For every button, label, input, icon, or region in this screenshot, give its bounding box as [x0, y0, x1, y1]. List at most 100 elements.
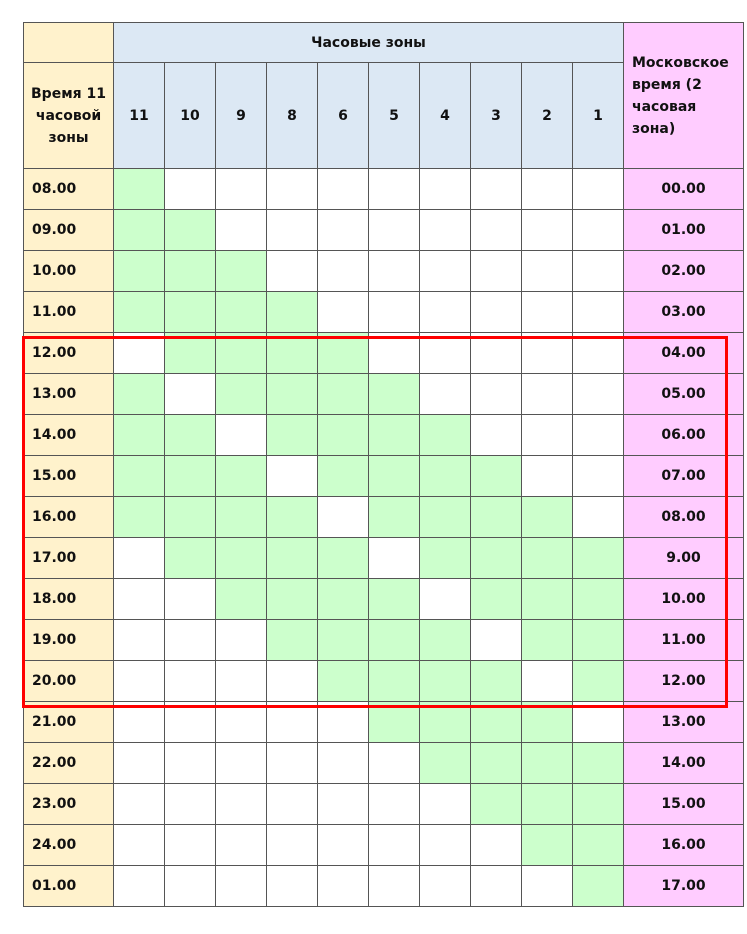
zone-cell-8 [266, 660, 318, 702]
zone-cell-6 [317, 578, 369, 620]
zone-cell-2 [521, 250, 573, 292]
moscow-time-cell: 14.00 [623, 742, 744, 784]
zone-cell-10 [164, 496, 216, 538]
zone-cell-3 [470, 250, 522, 292]
zone-cell-9 [215, 783, 267, 825]
zone-cell-3 [470, 865, 522, 907]
zones-group-header: Часовые зоны [113, 22, 624, 63]
zone-cell-6 [317, 742, 369, 784]
moscow-time-cell: 00.00 [623, 168, 744, 210]
moscow-time-cell: 02.00 [623, 250, 744, 292]
moscow-time-cell: 16.00 [623, 824, 744, 866]
zone-cell-9 [215, 250, 267, 292]
zone-cell-10 [164, 701, 216, 743]
zone-cell-4 [419, 701, 471, 743]
zone-cell-5 [368, 373, 420, 415]
zone-cell-3 [470, 291, 522, 333]
zone-cell-8 [266, 578, 318, 620]
zone-cell-10 [164, 250, 216, 292]
moscow-time-cell: 13.00 [623, 701, 744, 743]
zone-cell-11 [113, 660, 165, 702]
time-cell: 12.00 [23, 332, 114, 374]
zone-cell-6 [317, 865, 369, 907]
zone-cell-9 [215, 332, 267, 374]
zone-cell-9 [215, 701, 267, 743]
zone-cell-11 [113, 619, 165, 661]
zone-cell-11 [113, 414, 165, 456]
zone-cell-4 [419, 660, 471, 702]
header-row-1: Часовые зоны Московское время (2 часовая… [23, 22, 744, 169]
zone-cell-2 [521, 209, 573, 251]
zone-cell-11 [113, 824, 165, 866]
zone-cell-1 [572, 291, 624, 333]
zone-cell-11 [113, 209, 165, 251]
zone-cell-5 [368, 824, 420, 866]
time-cell: 10.00 [23, 250, 114, 292]
header-row-2: Время 11 часовой зоны 11 10 9 8 6 5 4 3 2 1 [23, 62, 744, 169]
zone-cell-4 [419, 824, 471, 866]
time-cell: 23.00 [23, 783, 114, 825]
zone-cell-2 [521, 578, 573, 620]
zone-cell-11 [113, 168, 165, 210]
zone-cell-4 [419, 332, 471, 374]
time-col-header-top [23, 22, 114, 63]
zone-cell-3 [470, 578, 522, 620]
zone-cell-2 [521, 619, 573, 661]
zone-cell-4 [419, 619, 471, 661]
zone-cell-9 [215, 742, 267, 784]
zone-cell-3 [470, 619, 522, 661]
zone-cell-1 [572, 619, 624, 661]
table-row: 22.00 14.00 [23, 742, 744, 784]
zone-cell-5 [368, 742, 420, 784]
zone-cell-6 [317, 824, 369, 866]
zone-cell-10 [164, 455, 216, 497]
zone-cell-1 [572, 455, 624, 497]
zone-cell-10 [164, 865, 216, 907]
zone-cell-9 [215, 168, 267, 210]
moscow-time-cell: 17.00 [623, 865, 744, 907]
zone-header-4: 4 [419, 62, 471, 169]
zone-cell-5 [368, 619, 420, 661]
zone-cell-1 [572, 701, 624, 743]
zone-cell-2 [521, 168, 573, 210]
zone-cell-1 [572, 742, 624, 784]
time-cell: 21.00 [23, 701, 114, 743]
zone-cell-4 [419, 578, 471, 620]
zone-cell-4 [419, 291, 471, 333]
table-row: 01.00 17.00 [23, 865, 744, 907]
zone-cell-9 [215, 291, 267, 333]
zone-cell-5 [368, 455, 420, 497]
zone-cell-1 [572, 250, 624, 292]
zone-cell-2 [521, 783, 573, 825]
zone-cell-6 [317, 496, 369, 538]
time-cell: 08.00 [23, 168, 114, 210]
zone-cell-4 [419, 783, 471, 825]
zone-cell-3 [470, 373, 522, 415]
zone-cell-10 [164, 824, 216, 866]
time-cell: 15.00 [23, 455, 114, 497]
zone-cell-3 [470, 660, 522, 702]
zone-cell-5 [368, 414, 420, 456]
zone-cell-4 [419, 865, 471, 907]
time-cell: 16.00 [23, 496, 114, 538]
zone-header-8: 8 [266, 62, 318, 169]
moscow-time-cell: 05.00 [623, 373, 744, 415]
zone-cell-1 [572, 783, 624, 825]
zone-header-6: 6 [317, 62, 369, 169]
table-row: 19.00 11.00 [23, 619, 744, 661]
moscow-time-cell: 01.00 [623, 209, 744, 251]
moscow-time-cell: 07.00 [623, 455, 744, 497]
zone-cell-4 [419, 496, 471, 538]
time-cell: 19.00 [23, 619, 114, 661]
zone-cell-11 [113, 742, 165, 784]
zone-cell-3 [470, 783, 522, 825]
zone-cell-8 [266, 250, 318, 292]
time-cell: 18.00 [23, 578, 114, 620]
zone-cell-3 [470, 414, 522, 456]
zone-cell-11 [113, 865, 165, 907]
moscow-time-cell: 03.00 [623, 291, 744, 333]
zone-cell-1 [572, 660, 624, 702]
zone-cell-8 [266, 291, 318, 333]
zone-cell-5 [368, 701, 420, 743]
zone-cell-10 [164, 291, 216, 333]
